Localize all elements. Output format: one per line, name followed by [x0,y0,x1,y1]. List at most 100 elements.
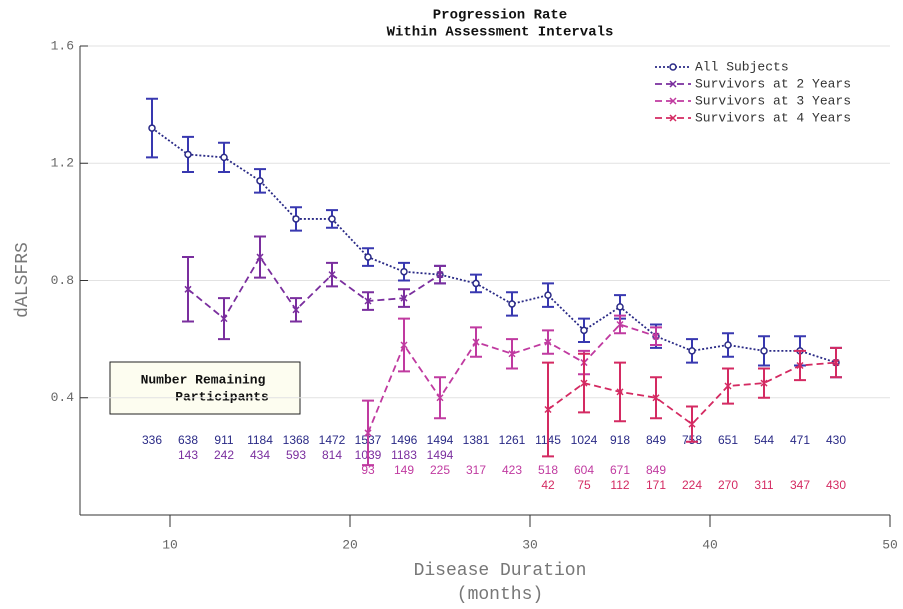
count-label: 518 [538,463,558,477]
count-label: 1183 [391,448,417,462]
legend-marker [669,114,677,122]
marker [400,267,408,276]
count-label: 1494 [427,448,454,462]
count-label: 471 [790,433,810,447]
marker [364,253,372,261]
marker [688,420,696,428]
marker [256,253,264,261]
marker [580,379,588,387]
count-label: 604 [574,463,594,477]
count-label: 1496 [391,433,418,447]
x-tick-label: 40 [702,537,718,552]
marker [256,177,264,185]
count-label: 638 [178,433,198,447]
count-label: 593 [286,448,306,462]
marker [364,429,372,437]
count-label: 1368 [283,433,310,447]
annotation: Number Remaining [141,372,266,387]
count-label: 93 [361,463,375,477]
x-axis-label: Disease Duration [414,561,587,581]
marker [472,279,480,288]
legend-label: Survivors at 2 Years [695,76,851,91]
count-label: 347 [790,478,810,492]
marker [184,150,192,159]
count-label: 671 [610,463,630,477]
legend-label: All Subjects [695,59,789,74]
y-tick-label: 0.8 [51,273,74,288]
series-line [151,127,837,364]
count-label: 849 [646,433,666,447]
marker [652,394,660,402]
count-label: 224 [682,478,702,492]
count-label: 242 [214,448,234,462]
count-label: 171 [646,478,666,492]
marker [400,294,408,302]
marker [724,382,732,390]
marker [652,332,660,340]
marker [364,297,372,305]
count-label: 434 [250,448,270,462]
legend-label: Survivors at 3 Years [695,93,851,108]
marker [760,379,768,387]
marker [796,361,804,370]
marker [616,303,624,311]
series-line [547,361,837,426]
x-tick-label: 30 [522,537,538,552]
legend-label: Survivors at 4 Years [695,110,851,125]
marker [436,394,444,402]
marker [616,388,624,396]
count-label: 42 [541,478,555,492]
marker [292,215,300,223]
count-label: 317 [466,463,486,477]
marker [724,341,732,349]
marker [544,338,552,346]
marker [760,347,768,355]
count-label: 143 [178,448,198,462]
series-line [367,323,657,434]
count-label: 112 [610,478,629,492]
x-tick-label: 50 [882,537,898,552]
chart-title: Progression Rate [433,8,567,24]
y-tick-label: 1.6 [51,38,74,53]
marker [292,306,300,314]
marker [220,315,228,323]
marker [508,300,516,308]
count-label: 1472 [319,433,346,447]
annotation-box [109,361,301,415]
count-label: 1024 [571,433,598,447]
count-label: 311 [754,478,773,492]
count-label: 918 [610,433,630,447]
count-label: 651 [718,433,738,447]
x-tick-label: 20 [342,537,358,552]
count-label: 430 [826,433,846,447]
annotation: Participants [175,389,269,404]
marker [472,338,480,346]
y-axis-label: dALSFRS [13,242,33,318]
count-label: 1494 [427,433,454,447]
count-label: 423 [502,463,522,477]
marker [544,405,552,414]
marker [580,326,588,335]
count-label: 1381 [463,433,490,447]
legend-marker [669,80,677,88]
marker [616,320,624,328]
marker [832,359,840,367]
marker [148,124,156,132]
count-label: 544 [754,433,774,447]
series-line [187,255,441,320]
legend-marker [669,63,677,71]
count-label: 911 [214,433,233,447]
count-label: 336 [142,433,162,447]
marker [508,350,516,358]
chart-title: Within Assessment Intervals [387,25,614,41]
y-tick-label: 0.4 [51,390,75,405]
marker [400,341,408,349]
marker [184,285,192,293]
count-label: 75 [577,478,591,492]
marker [544,291,552,299]
count-label: 849 [646,463,666,477]
count-label: 1261 [499,433,526,447]
count-label: 270 [718,478,738,492]
count-label: 430 [826,478,846,492]
marker [328,215,336,223]
